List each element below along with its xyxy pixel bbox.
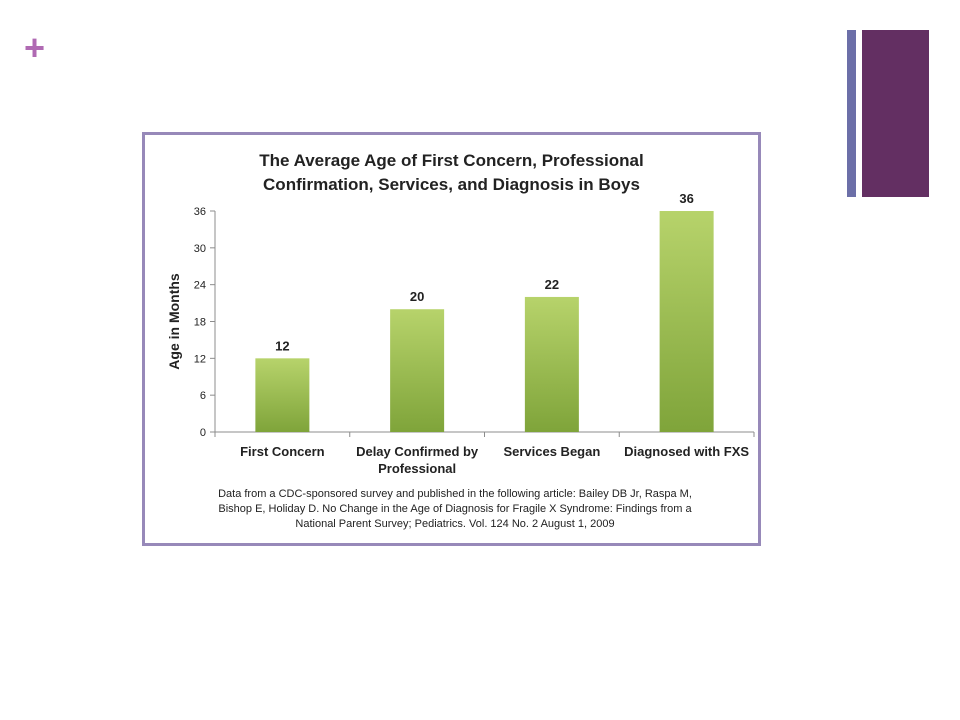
bar — [390, 309, 445, 432]
y-tick-label: 30 — [194, 243, 206, 255]
data-label: 20 — [410, 289, 424, 304]
chart-title-line: The Average Age of First Concern, Profes… — [259, 151, 644, 170]
x-tick-label: Professional — [378, 461, 456, 476]
y-tick-label: 24 — [194, 280, 206, 292]
bar — [659, 211, 714, 432]
y-tick-label: 12 — [194, 353, 206, 365]
decorative-wide-bar — [862, 30, 929, 197]
y-tick-label: 18 — [194, 317, 206, 329]
x-tick-label: Services Began — [503, 444, 600, 459]
data-label: 12 — [275, 338, 289, 353]
plus-icon: + — [24, 27, 46, 68]
y-tick-label: 6 — [200, 390, 206, 402]
x-tick-label: First Concern — [240, 444, 325, 459]
bar — [524, 296, 579, 432]
x-tick-label: Delay Confirmed by — [356, 444, 479, 459]
decorative-thin-bar — [847, 30, 856, 197]
data-label: 36 — [679, 191, 693, 206]
chart-title-line: Confirmation, Services, and Diagnosis in… — [263, 175, 640, 194]
bar — [255, 358, 310, 432]
chart-frame: The Average Age of First Concern, Profes… — [142, 132, 761, 546]
y-axis-title: Age in Months — [166, 273, 182, 370]
y-tick-label: 0 — [200, 427, 206, 439]
y-tick-label: 36 — [194, 206, 206, 218]
chart-footnote: Data from a CDC-sponsored survey and pub… — [218, 488, 692, 530]
x-tick-label: Diagnosed with FXS — [624, 444, 749, 459]
data-label: 22 — [545, 277, 559, 292]
chart-title: The Average Age of First Concern, Profes… — [145, 149, 758, 197]
bar-chart: 0 6 12 18 24 30 36 Age in Months 12 First Concern… — [166, 191, 755, 476]
